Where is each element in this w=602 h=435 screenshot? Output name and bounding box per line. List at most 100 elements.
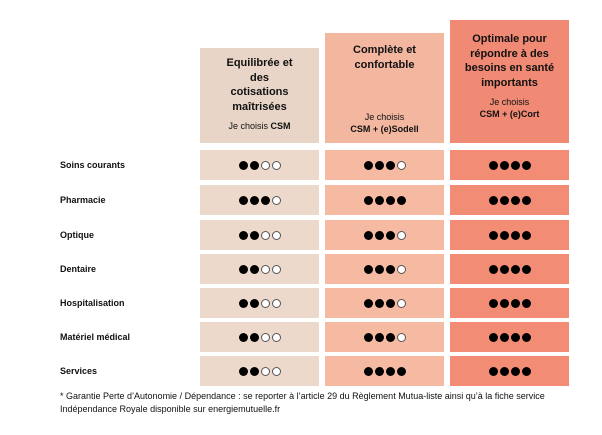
filled-dot-icon [499,230,509,240]
column-subtitle-prefix-3: Je choisis [489,97,530,107]
filled-dot-icon [238,298,248,308]
filled-dot-icon [363,230,373,240]
filled-dot-icon [249,298,259,308]
row-label: Dentaire [60,264,97,274]
rating-cell [450,254,569,284]
filled-dot-icon [249,332,259,342]
filled-dot-icon [260,195,270,205]
filled-dot-icon [238,160,248,170]
filled-dot-icon [238,332,248,342]
rating-cell [200,220,319,250]
rating-cell [200,150,319,180]
empty-dot-icon [260,230,270,240]
filled-dot-icon [521,264,531,274]
filled-dot-icon [249,230,259,240]
filled-dot-icon [521,366,531,376]
column-header-2: Complète et confortable Je choisis CSM +… [325,33,444,143]
filled-dot-icon [499,195,509,205]
filled-dot-icon [521,332,531,342]
row-label: Services [60,366,98,376]
empty-dot-icon [260,264,270,274]
rating-cell [450,356,569,386]
column-subtitle-2: Je choisis CSM + (e)Sodell [325,111,444,135]
rating-cell [450,288,569,318]
rating-cell [450,185,569,215]
empty-dot-icon [260,160,270,170]
rating-cell [450,220,569,250]
empty-dot-icon [260,298,270,308]
filled-dot-icon [521,160,531,170]
filled-dot-icon [363,332,373,342]
filled-dot-icon [374,195,384,205]
filled-dot-icon [363,298,373,308]
filled-dot-icon [385,366,395,376]
filled-dot-icon [488,230,498,240]
empty-dot-icon [271,195,281,205]
filled-dot-icon [363,366,373,376]
rating-cell [200,288,319,318]
row-label: Pharmacie [60,195,106,205]
column-title-1: Equilibrée et des cotisations maîtrisées [226,57,293,113]
filled-dot-icon [374,298,384,308]
filled-dot-icon [499,332,509,342]
column-product-1: CSM [270,121,291,131]
rating-cell [325,220,444,250]
empty-dot-icon [271,332,281,342]
column-subtitle-prefix-1: Je choisis [228,121,268,131]
empty-dot-icon [271,366,281,376]
filled-dot-icon [238,264,248,274]
filled-dot-icon [385,195,395,205]
rating-cell [325,322,444,352]
rating-cell [325,356,444,386]
filled-dot-icon [521,298,531,308]
filled-dot-icon [521,230,531,240]
filled-dot-icon [510,160,520,170]
filled-dot-icon [249,366,259,376]
filled-dot-icon [521,195,531,205]
filled-dot-icon [363,160,373,170]
column-header-1: Equilibrée et des cotisations maîtrisées… [200,48,319,143]
row-label: Hospitalisation [60,298,125,308]
rating-cell [200,356,319,386]
empty-dot-icon [396,160,406,170]
filled-dot-icon [238,230,248,240]
row-label: Soins courants [60,160,126,170]
filled-dot-icon [363,195,373,205]
filled-dot-icon [488,160,498,170]
filled-dot-icon [374,160,384,170]
filled-dot-icon [374,264,384,274]
filled-dot-icon [499,264,509,274]
filled-dot-icon [499,160,509,170]
filled-dot-icon [238,366,248,376]
row-label: Optique [60,230,94,240]
filled-dot-icon [249,195,259,205]
filled-dot-icon [510,195,520,205]
filled-dot-icon [363,264,373,274]
filled-dot-icon [249,160,259,170]
column-subtitle-1: Je choisis CSM [200,120,319,132]
column-header-3: Optimale pour répondre à des besoins en … [450,20,569,143]
filled-dot-icon [249,264,259,274]
empty-dot-icon [271,264,281,274]
filled-dot-icon [488,264,498,274]
filled-dot-icon [385,264,395,274]
filled-dot-icon [374,230,384,240]
filled-dot-icon [510,264,520,274]
filled-dot-icon [488,366,498,376]
rating-cell [200,254,319,284]
filled-dot-icon [396,366,406,376]
filled-dot-icon [385,332,395,342]
filled-dot-icon [499,366,509,376]
column-subtitle-3: Je choisis CSM + (e)Cort [450,96,569,120]
rating-cell [325,254,444,284]
column-title-3: Optimale pour répondre à des besoins en … [464,33,555,89]
empty-dot-icon [271,230,281,240]
filled-dot-icon [488,298,498,308]
rating-cell [200,185,319,215]
empty-dot-icon [396,264,406,274]
rating-cell [200,322,319,352]
filled-dot-icon [238,195,248,205]
rating-cell [325,185,444,215]
empty-dot-icon [396,332,406,342]
column-title-2: Complète et confortable [353,44,416,71]
